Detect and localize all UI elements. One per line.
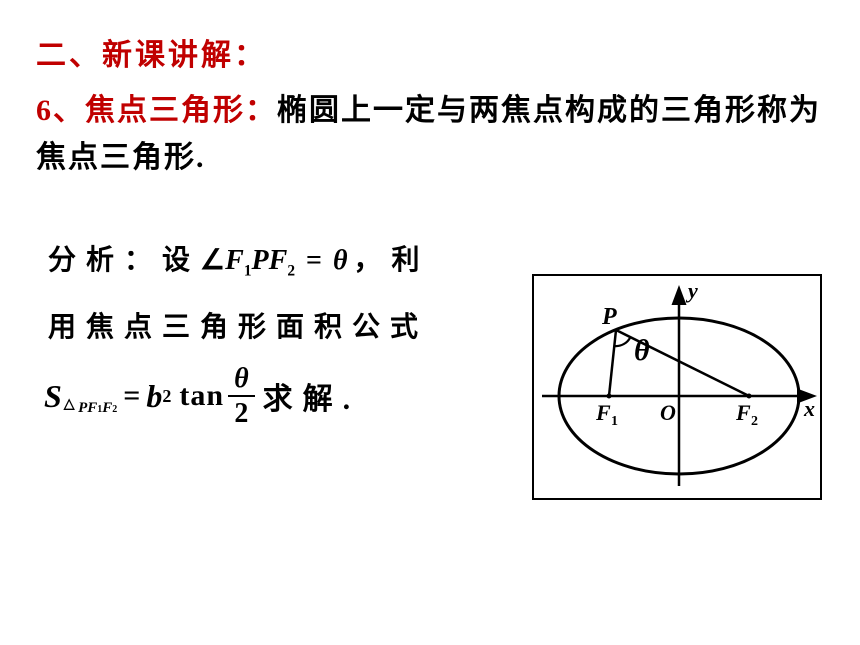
topic-term: 焦点三角形： — [85, 94, 277, 127]
angle-F1: F — [225, 245, 244, 276]
angle-F2-sub: 2 — [287, 263, 297, 280]
label-y: y — [685, 278, 698, 303]
label-O: O — [660, 400, 676, 425]
line-PF1 — [609, 330, 616, 396]
label-P: P — [601, 304, 617, 330]
angle-F1-sub: 1 — [244, 263, 252, 280]
formula-sub-F1: F — [87, 400, 97, 416]
label-theta: θ — [634, 334, 650, 367]
area-formula: S △ PF1F2 = b2 tan θ 2 求解. — [44, 364, 360, 429]
label-x: x — [803, 396, 815, 421]
diagram-svg: y x P θ F 1 O F 2 — [534, 276, 824, 502]
formula-tan: tan — [179, 379, 224, 413]
section-title: 二、新课讲解： — [36, 30, 267, 74]
angle-theta: θ — [333, 245, 354, 276]
analysis-line-2: 用焦点三角形面积公式 — [48, 305, 428, 345]
formula-b: b — [146, 378, 162, 415]
formula-sub-2: 2 — [112, 404, 117, 415]
formula-tail: 求解. — [263, 374, 361, 418]
formula-sq: 2 — [162, 386, 171, 407]
formula-sub-F2: F — [102, 400, 112, 416]
angle-eq: = — [297, 245, 333, 276]
analysis-prefix: 分析：设 — [48, 245, 200, 276]
label-F1: F — [595, 400, 611, 425]
topic-line: 6、焦点三角形：椭圆上一定与两焦点构成的三角形称为焦点三角形. — [36, 88, 836, 181]
angle-symbol: ∠ — [200, 243, 225, 277]
focus-F2-dot — [747, 394, 752, 399]
angle-F2: F — [269, 245, 288, 276]
formula-two: 2 — [228, 397, 254, 428]
formula-tri: △ — [64, 397, 75, 412]
angle-P: P — [252, 245, 269, 276]
analysis-line-1: 分析：设∠F1PF2 = θ，利 — [48, 238, 430, 281]
label-F1-sub: 1 — [611, 414, 618, 429]
label-F2: F — [735, 400, 751, 425]
analysis-suffix: ，利 — [354, 245, 430, 276]
label-F2-sub: 2 — [751, 414, 758, 429]
formula-frac: θ 2 — [228, 364, 255, 429]
ellipse-diagram: y x P θ F 1 O F 2 — [532, 274, 822, 500]
angle-arc — [614, 337, 630, 346]
formula-theta: θ — [228, 364, 255, 397]
formula-eq: = — [123, 379, 140, 413]
topic-number: 6、 — [36, 94, 85, 127]
formula-sub-P: P — [78, 400, 87, 416]
formula-S: S — [44, 378, 62, 415]
focus-F1-dot — [607, 394, 612, 399]
